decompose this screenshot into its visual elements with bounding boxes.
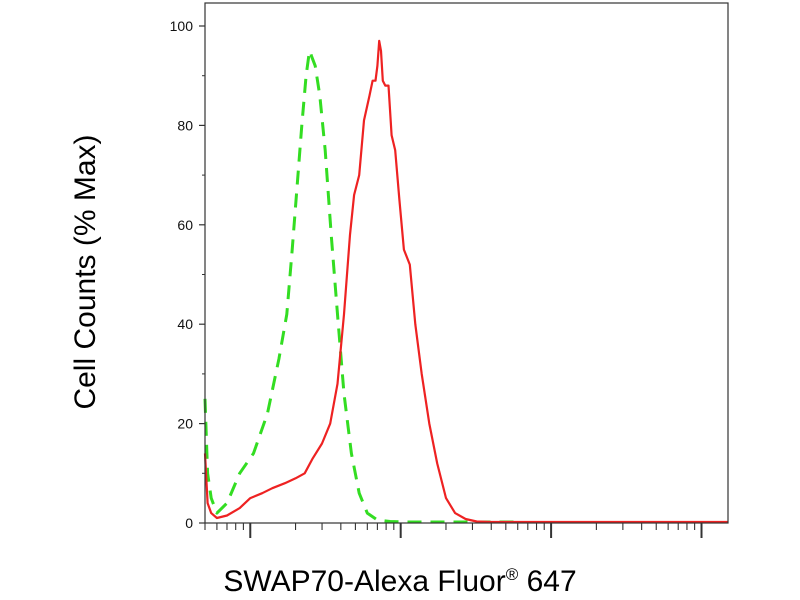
y-tick-label: 60 [177,217,193,233]
x-axis-label: SWAP70-Alexa Fluor® 647 [0,565,800,599]
y-axis-ticks: 0 20 40 60 80 100 [170,18,205,531]
x-axis-label-superscript: ® [505,565,519,584]
series-line-2 [203,39,728,524]
y-tick-label: 80 [177,117,193,133]
y-tick-label: 100 [170,18,194,34]
y-tick-label: 20 [177,416,193,432]
y-tick-label: 40 [177,316,193,332]
x-axis-label-main: SWAP70-Alexa Fluor [223,565,506,598]
x-axis-label-suffix: 647 [518,565,577,598]
series-layer [203,39,728,524]
plot-area-frame [204,2,729,524]
y-tick-label: 0 [185,515,193,531]
x-axis-ticks [204,523,703,538]
series-line-1 [203,49,518,524]
y-axis-label: Cell Counts (% Max) [69,134,102,410]
